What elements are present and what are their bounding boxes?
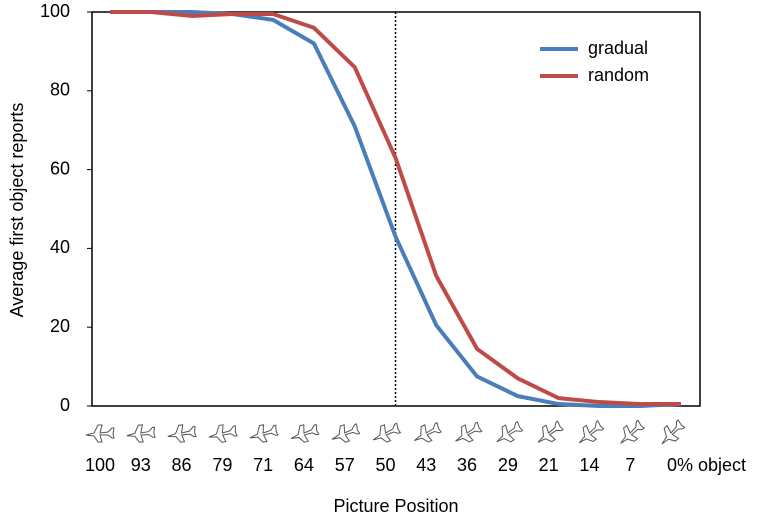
plane-icon bbox=[661, 419, 686, 445]
plane-outline bbox=[290, 423, 320, 443]
x-tick-label: 100 bbox=[85, 455, 115, 475]
x-tick-label: 36 bbox=[457, 455, 477, 475]
plane-icon bbox=[496, 420, 524, 443]
plane-outline bbox=[620, 419, 646, 444]
line-series bbox=[110, 10, 681, 407]
plane-icon bbox=[537, 420, 564, 443]
legend-label: gradual bbox=[588, 38, 648, 58]
y-tick-label: 20 bbox=[50, 316, 70, 336]
plane-outline bbox=[578, 419, 605, 444]
x-tick-label: 86 bbox=[172, 455, 192, 475]
plane-outline bbox=[537, 420, 564, 443]
x-tick-label: 21 bbox=[539, 455, 559, 475]
plane-icon bbox=[249, 424, 279, 443]
plane-outline bbox=[208, 424, 238, 443]
plane-icon bbox=[167, 424, 197, 443]
x-tick-label: 71 bbox=[253, 455, 273, 475]
plane-icon bbox=[126, 424, 156, 443]
x-tick-label: 79 bbox=[212, 455, 232, 475]
plane-icon bbox=[372, 422, 402, 443]
y-tick-label: 60 bbox=[50, 158, 70, 178]
y-axis-label: Average first object reports bbox=[7, 103, 27, 318]
x-tick-label: 7 bbox=[625, 455, 635, 475]
plane-outline bbox=[331, 423, 361, 443]
plane-outline bbox=[372, 422, 402, 443]
y-tick-label: 100 bbox=[40, 1, 70, 21]
plane-outline bbox=[167, 424, 197, 443]
x-tick-label: 43 bbox=[416, 455, 436, 475]
plane-outline bbox=[126, 424, 156, 443]
x-tick-label: 14 bbox=[579, 455, 599, 475]
plane-icon bbox=[208, 424, 238, 443]
y-tick-label: 40 bbox=[50, 237, 70, 257]
plane-icon bbox=[620, 419, 646, 444]
plane-outline bbox=[414, 422, 442, 443]
plane-icon bbox=[331, 423, 361, 443]
legend-label: random bbox=[588, 65, 649, 85]
plane-outline bbox=[85, 424, 115, 443]
x-tick-label: 50 bbox=[375, 455, 395, 475]
x-tick-label: 93 bbox=[131, 455, 151, 475]
y-tick-label: 0 bbox=[60, 395, 70, 415]
plane-icon bbox=[414, 422, 442, 443]
x-tick-label: 64 bbox=[294, 455, 314, 475]
x-axis-label: Picture Position bbox=[333, 496, 458, 516]
plane-outline bbox=[249, 424, 279, 443]
line-series bbox=[110, 10, 682, 408]
plane-outline bbox=[661, 419, 686, 445]
plane-icon bbox=[290, 423, 320, 443]
x-tick-label: 29 bbox=[498, 455, 518, 475]
plane-icon bbox=[85, 424, 115, 443]
x-tick-label: 57 bbox=[335, 455, 355, 475]
plane-icon bbox=[455, 421, 483, 443]
plane-outline bbox=[496, 420, 524, 443]
plane-outline bbox=[455, 421, 483, 443]
y-tick-label: 80 bbox=[50, 80, 70, 100]
x-tick-label: 0% object bbox=[667, 455, 746, 475]
plane-icon bbox=[578, 419, 605, 444]
